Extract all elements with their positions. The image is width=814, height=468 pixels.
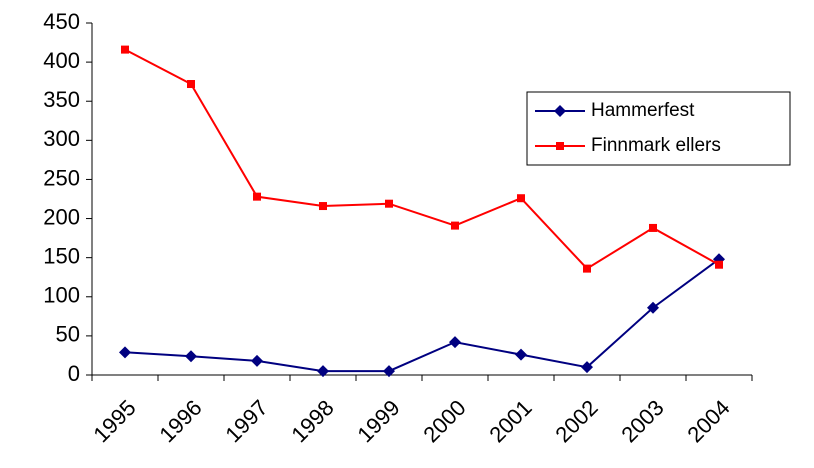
y-tick-label: 300 bbox=[43, 126, 80, 151]
series-line bbox=[124, 48, 720, 270]
y-tick-label: 50 bbox=[56, 322, 80, 347]
y-tick-label: 100 bbox=[43, 283, 80, 308]
marker bbox=[649, 223, 657, 232]
legend: Hammerfest Finnmark ellers bbox=[526, 91, 791, 166]
marker bbox=[185, 350, 197, 363]
y-tick-label: 150 bbox=[43, 243, 80, 268]
y-tick-label: 200 bbox=[43, 204, 80, 229]
x-tick-label: 1996 bbox=[154, 395, 206, 447]
y-tick-label: 0 bbox=[68, 361, 80, 386]
marker bbox=[253, 192, 261, 201]
marker bbox=[251, 354, 263, 367]
x-tick-label: 2000 bbox=[418, 395, 470, 447]
x-tick-label: 2003 bbox=[616, 395, 668, 447]
marker bbox=[121, 45, 129, 54]
marker bbox=[583, 264, 591, 273]
marker bbox=[451, 221, 459, 230]
x-tick-label: 2001 bbox=[484, 395, 536, 447]
y-tick-label: 350 bbox=[43, 87, 80, 112]
y-tick-label: 450 bbox=[43, 9, 80, 34]
x-tick-label: 1997 bbox=[220, 395, 272, 447]
marker bbox=[385, 199, 393, 208]
marker bbox=[449, 336, 461, 349]
x-tick-label: 2002 bbox=[550, 395, 602, 447]
x-tick-label: 1998 bbox=[286, 395, 338, 447]
series-line bbox=[124, 258, 720, 373]
marker bbox=[317, 365, 329, 378]
y-tick-label: 400 bbox=[43, 48, 80, 73]
x-tick-label: 2004 bbox=[682, 395, 734, 447]
marker bbox=[319, 202, 327, 211]
marker bbox=[187, 80, 195, 89]
x-tick-label: 1999 bbox=[352, 395, 404, 447]
y-tick-label: 250 bbox=[43, 165, 80, 190]
legend-label: Finnmark ellers bbox=[591, 135, 721, 156]
legend-box bbox=[526, 91, 791, 166]
legend-marker bbox=[554, 105, 566, 117]
legend-label: Hammerfest bbox=[591, 100, 695, 121]
marker bbox=[119, 346, 131, 359]
marker bbox=[515, 348, 527, 361]
marker bbox=[647, 301, 659, 314]
marker bbox=[581, 361, 593, 374]
x-tick-label: 1995 bbox=[88, 395, 140, 447]
legend-marker bbox=[556, 142, 564, 150]
marker bbox=[383, 365, 395, 378]
marker bbox=[715, 260, 723, 269]
marker bbox=[517, 194, 525, 203]
